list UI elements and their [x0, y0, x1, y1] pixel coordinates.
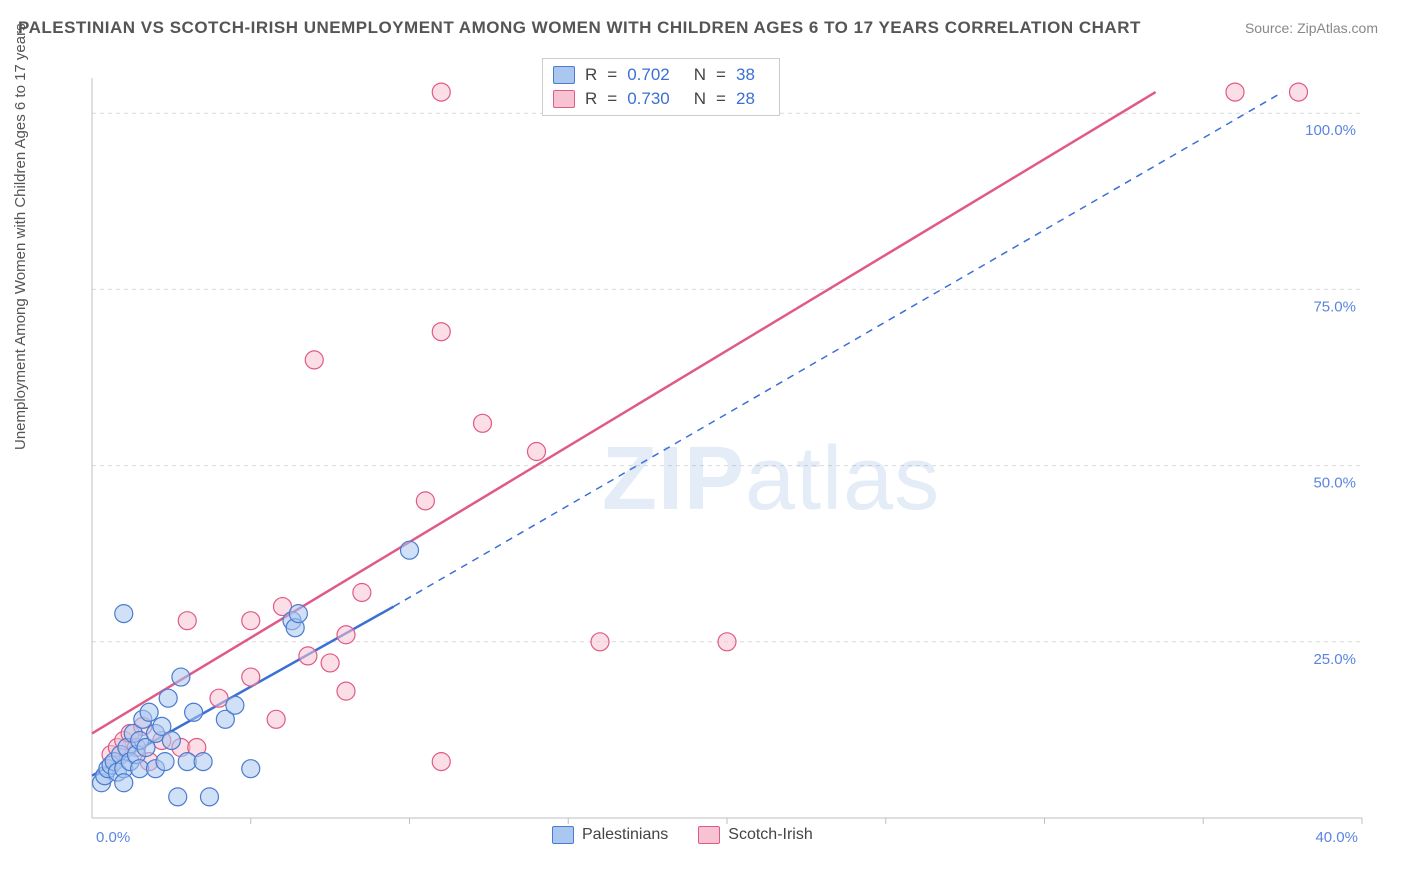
r-label: R [585, 89, 597, 109]
chart-svg: 25.0% 50.0% 75.0% 100.0% 0.0% 40.0% [62, 48, 1382, 848]
plot-area: 25.0%50.0%75.0%100.0%0.0%40.0% ZIPatlas … [62, 48, 1382, 848]
correlation-legend: R = 0.702 N = 38 R = 0.730 N = 28 [542, 58, 780, 116]
svg-text:100.0%: 100.0% [1305, 122, 1356, 139]
svg-text:25.0%: 25.0% [1313, 651, 1356, 668]
legend-item-blue: Palestinians [552, 826, 668, 844]
series-name: Palestinians [582, 826, 668, 844]
swatch-icon [698, 826, 720, 844]
svg-text:40.0%: 40.0% [1315, 829, 1358, 846]
n-value: 28 [736, 89, 755, 109]
eq-label: = [607, 65, 617, 85]
r-value: 0.730 [627, 89, 670, 109]
n-value: 38 [736, 65, 755, 85]
n-label: N [694, 65, 706, 85]
swatch-icon [553, 90, 575, 108]
swatch-icon [552, 826, 574, 844]
svg-text:50.0%: 50.0% [1313, 475, 1356, 492]
eq-label: = [716, 89, 726, 109]
svg-text:75.0%: 75.0% [1313, 298, 1356, 315]
r-label: R [585, 65, 597, 85]
n-label: N [694, 89, 706, 109]
legend-row-pink: R = 0.730 N = 28 [553, 87, 769, 111]
chart-title: PALESTINIAN VS SCOTCH-IRISH UNEMPLOYMENT… [18, 18, 1141, 38]
legend-item-pink: Scotch-Irish [698, 826, 812, 844]
eq-label: = [607, 89, 617, 109]
y-axis-label: Unemployment Among Women with Children A… [12, 23, 29, 450]
series-name: Scotch-Irish [728, 826, 812, 844]
eq-label: = [716, 65, 726, 85]
source-label: Source: ZipAtlas.com [1245, 20, 1378, 36]
legend-row-blue: R = 0.702 N = 38 [553, 63, 769, 87]
swatch-icon [553, 66, 575, 84]
svg-text:0.0%: 0.0% [96, 829, 130, 846]
series-legend: Palestinians Scotch-Irish [552, 826, 813, 844]
r-value: 0.702 [627, 65, 670, 85]
